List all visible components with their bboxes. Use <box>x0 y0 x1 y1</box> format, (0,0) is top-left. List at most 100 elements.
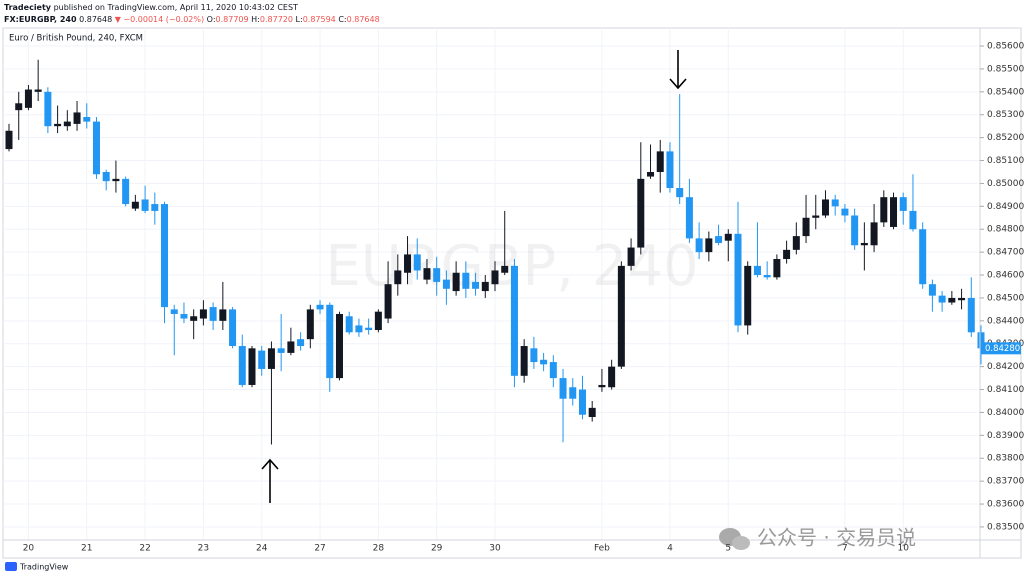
candle-body <box>783 249 791 260</box>
candle-body <box>229 309 237 347</box>
x-tick-label: 4 <box>667 544 673 554</box>
candle-body <box>559 378 567 399</box>
candle-body <box>306 309 314 340</box>
candle-body <box>326 304 334 379</box>
candle-body <box>773 259 781 278</box>
x-tick-label: 29 <box>431 544 443 554</box>
candle-body <box>637 178 645 248</box>
candle-body <box>666 151 674 189</box>
ohlc-label: C: <box>338 15 346 24</box>
candle-body <box>860 242 868 246</box>
candle-body <box>44 91 52 127</box>
chart-frame <box>2 27 1022 559</box>
y-tick-label: 0.84900 <box>987 202 1024 212</box>
candle-body <box>958 297 966 301</box>
candle-body <box>656 151 664 172</box>
price: 0.87648 <box>79 15 112 24</box>
x-tick-label: 22 <box>139 544 150 554</box>
y-tick-label: 0.84200 <box>987 362 1024 372</box>
candle-body <box>569 387 577 399</box>
candle-body <box>472 281 480 289</box>
footer-logo <box>5 562 17 571</box>
candle-body <box>73 112 81 124</box>
candle-body <box>374 311 382 330</box>
candle-body <box>520 346 528 376</box>
candle-body <box>977 332 985 349</box>
up-arrow <box>261 458 279 503</box>
candle-body <box>598 384 606 388</box>
y-tick-label: 0.84800 <box>987 225 1024 235</box>
candle-body <box>831 199 839 207</box>
candle-body <box>316 304 324 310</box>
y-tick-label: 0.85500 <box>987 64 1024 74</box>
y-tick-label: 0.85600 <box>987 42 1024 52</box>
candle-body <box>433 268 441 282</box>
candle-body <box>841 208 849 216</box>
candle-body <box>161 204 169 308</box>
candle-body <box>345 316 353 333</box>
candle-body <box>928 284 936 296</box>
candle-body <box>404 254 412 273</box>
y-tick-label: 0.83700 <box>987 477 1024 487</box>
x-tick-label: 24 <box>256 544 268 554</box>
candle-body <box>248 348 256 385</box>
publisher: Tradeciety <box>4 3 52 12</box>
down-arrow <box>669 50 687 90</box>
candles <box>5 59 985 445</box>
candle-body <box>578 389 586 415</box>
candle-body <box>938 295 946 303</box>
candle-body <box>851 215 859 246</box>
candle-body <box>549 362 557 379</box>
candle-body <box>462 272 470 289</box>
candle-body <box>384 284 392 319</box>
candle-body <box>812 215 820 218</box>
ohlc-label: H: <box>251 15 260 24</box>
candle-body <box>34 89 42 92</box>
ohlc-value: 0.87720 <box>260 15 293 24</box>
y-tick-label: 0.84500 <box>987 293 1024 303</box>
candle-body <box>491 270 499 285</box>
y-tick-label: 0.85100 <box>987 156 1024 166</box>
y-tick-label: 0.85000 <box>987 179 1024 189</box>
change: ▼ −0.00014 (−0.02%) <box>115 15 204 24</box>
candle-body <box>763 275 771 278</box>
candle-body <box>792 236 800 250</box>
footer-brand: TradingView <box>19 563 69 572</box>
candle-body <box>608 366 616 388</box>
candle-body <box>676 188 684 198</box>
last-price-box <box>981 342 1021 355</box>
candle-body <box>170 309 178 314</box>
watermark-corner: 公众号 · 交易员说 <box>757 526 916 550</box>
candle-body <box>238 346 246 385</box>
candle-body <box>540 359 548 365</box>
last-price-label: 0.84280 <box>985 344 1020 354</box>
candle-body <box>802 217 810 237</box>
x-tick-label: 30 <box>489 544 501 554</box>
candle-body <box>102 171 110 182</box>
x-tick-label: 21 <box>81 544 92 554</box>
candle-body <box>899 197 907 211</box>
header-line: Tradeciety published on TradingView.com,… <box>4 3 298 12</box>
candle-body <box>423 268 431 280</box>
candle-body <box>122 178 130 205</box>
y-tick-label: 0.84400 <box>987 316 1024 326</box>
y-tick-label: 0.85300 <box>987 110 1024 120</box>
candle-body <box>83 117 91 122</box>
ohlc-label: O: <box>207 15 216 24</box>
candle-body <box>287 341 295 353</box>
candle-body <box>627 247 635 266</box>
symbol-line: FX:EURGBP, 240 0.87648 ▼ −0.00014 (−0.02… <box>4 15 380 24</box>
y-tick-label: 0.83900 <box>987 431 1024 441</box>
x-tick-label: 23 <box>198 544 209 554</box>
candle-body <box>588 407 596 418</box>
candle-body <box>870 222 878 246</box>
y-tick-label: 0.84700 <box>987 248 1024 258</box>
x-tick-label: 27 <box>314 544 325 554</box>
candle-body <box>92 121 100 175</box>
candle-body <box>734 233 742 326</box>
candle-body <box>967 297 975 333</box>
candle-body <box>530 348 538 363</box>
candle-body <box>335 313 343 379</box>
candle-body <box>452 272 460 292</box>
candle-body <box>258 350 266 369</box>
